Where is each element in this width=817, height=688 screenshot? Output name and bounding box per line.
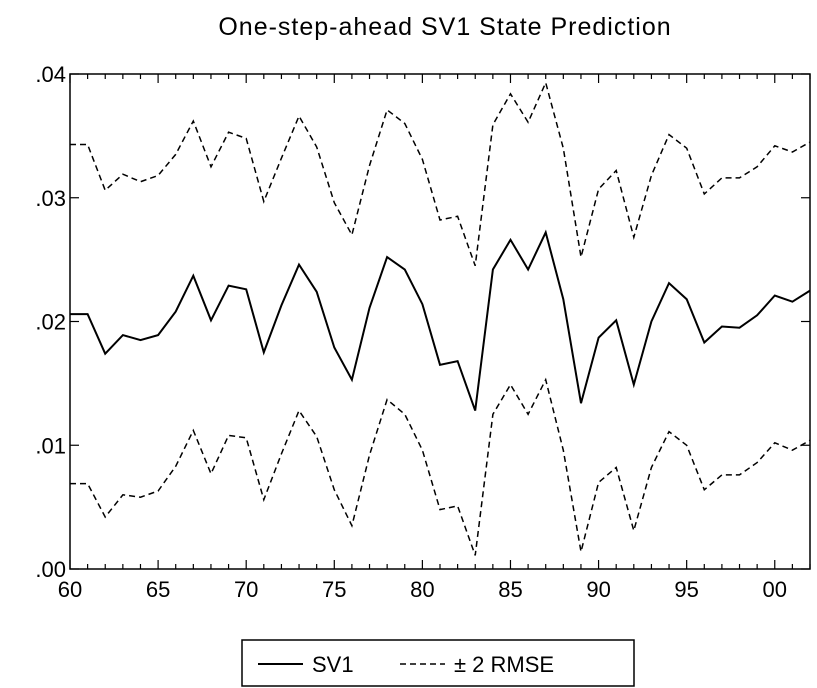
y-tick-label: .04: [35, 62, 66, 87]
x-tick-label: 75: [322, 577, 346, 602]
x-tick-label: 80: [410, 577, 434, 602]
y-tick-label: .00: [35, 557, 66, 582]
chart-title: One-step-ahead SV1 State Prediction: [218, 13, 671, 41]
series-line-upper-band: [70, 80, 811, 267]
series-line-sv1: [70, 229, 811, 411]
legend: SV1 ± 2 RMSE: [241, 639, 635, 687]
legend-box: [241, 639, 635, 687]
x-axis: 60 65 70 75 80 85 90 95 00: [58, 74, 811, 602]
y-axis: .00 .01 .02 .03 .04: [35, 62, 810, 582]
series-line-lower-band: [70, 377, 811, 556]
x-tick-label: 70: [234, 577, 258, 602]
x-tick-label: 85: [498, 577, 522, 602]
x-tick-label: 95: [674, 577, 698, 602]
x-tick-label: 00: [763, 577, 787, 602]
y-tick-label: .01: [35, 433, 66, 458]
legend-label-rmse: ± 2 RMSE: [454, 652, 554, 677]
y-tick-label: .03: [35, 186, 66, 211]
legend-label-sv1: SV1: [312, 652, 354, 677]
y-tick-label: .02: [35, 310, 66, 335]
plot-frame: [69, 73, 811, 570]
series-layer: [70, 80, 811, 556]
plot-area: .00 .01 .02 .03 .04 60 65 70 75 80 85 90 95 00: [35, 62, 811, 602]
x-tick-label: 65: [146, 577, 170, 602]
x-tick-label: 90: [586, 577, 610, 602]
x-tick-label: 60: [58, 577, 82, 602]
